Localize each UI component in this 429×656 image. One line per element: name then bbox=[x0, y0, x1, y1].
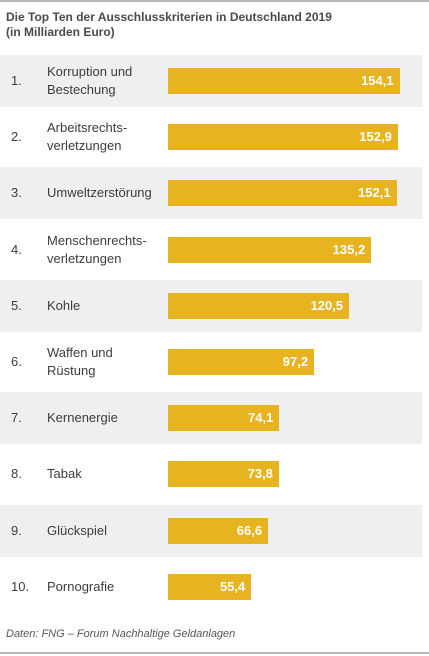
category-label-line: Umweltzerstörung bbox=[47, 185, 152, 201]
category-label-line: Rüstung bbox=[47, 363, 96, 378]
value-label: 74,1 bbox=[248, 410, 274, 426]
rank-label: 4. bbox=[11, 241, 22, 257]
rank-label: 2. bbox=[11, 129, 22, 145]
category-label-line: Glückspiel bbox=[47, 522, 107, 538]
category-label: Kohle bbox=[47, 280, 167, 332]
chart-row: 7. Kernenergie 74,1 bbox=[0, 392, 422, 445]
value-label: 135,2 bbox=[332, 241, 366, 257]
category-label: Arbeitsrechts-verletzungen bbox=[47, 111, 167, 163]
category-label-line: Menschenrechts- bbox=[47, 232, 147, 248]
category-label: Waffen und Rüstung bbox=[47, 336, 167, 388]
category-label-line: Korruption und bbox=[47, 64, 133, 79]
value-label: 73,8 bbox=[247, 466, 273, 482]
bar: 152,9 bbox=[168, 124, 398, 151]
category-label-line: Bestechung bbox=[47, 82, 116, 97]
category-label: Tabak bbox=[47, 448, 167, 500]
bar: 66,6 bbox=[168, 517, 269, 544]
category-label: Korruption und Bestechung bbox=[47, 55, 167, 107]
top-divider bbox=[0, 0, 429, 2]
bar: 97,2 bbox=[168, 349, 315, 375]
value-label: 55,4 bbox=[219, 578, 246, 594]
bottom-divider bbox=[0, 652, 429, 654]
category-label: Kernenergie bbox=[47, 392, 167, 444]
value-label: 97,2 bbox=[282, 354, 309, 369]
bar: 120,5 bbox=[168, 292, 350, 319]
category-label-line: Kernenergie bbox=[47, 410, 118, 426]
chart-row: 5. Kohle 120,5 bbox=[0, 279, 422, 332]
rank-label: 5. bbox=[11, 297, 22, 313]
bar-chart: 1. Korruption und Bestechung 154,1 2. Arbeits… bbox=[0, 55, 429, 616]
rank-label: 8. bbox=[11, 466, 22, 482]
chart-row: 3. Umweltzerstörung 152,1 bbox=[0, 167, 422, 220]
value-label: 152,9 bbox=[359, 129, 392, 145]
chart-subtitle: (in Milliarden Euro) bbox=[6, 25, 115, 39]
category-label-line: Waffen und bbox=[47, 345, 113, 360]
category-label-line: Arbeitsrechts- bbox=[47, 120, 128, 136]
bar: 154,1 bbox=[168, 68, 400, 94]
chart-row: 10. Pornografie 55,4 bbox=[0, 561, 422, 613]
category-label-line: Tabak bbox=[47, 466, 82, 482]
source-note: Daten: FNG – Forum Nachhaltige Geldanlag… bbox=[6, 628, 236, 640]
chart-row: 8. Tabak 73,8 bbox=[0, 448, 422, 500]
rank-label: 9. bbox=[11, 522, 22, 538]
chart-title-block: Die Top Ten der Ausschlusskriterien in D… bbox=[6, 10, 421, 40]
value-label: 66,6 bbox=[236, 522, 263, 538]
value-label: 120,5 bbox=[310, 297, 344, 313]
category-label-line: Kohle bbox=[47, 297, 81, 313]
rank-label: 7. bbox=[11, 410, 22, 426]
rank-label: 10. bbox=[11, 578, 30, 594]
category-label: Menschenrechts-verletzungen bbox=[47, 224, 167, 276]
category-label-line: Pornografie bbox=[47, 578, 115, 594]
bar: 74,1 bbox=[168, 405, 280, 432]
bar: 73,8 bbox=[168, 461, 279, 488]
bar: 135,2 bbox=[168, 236, 372, 263]
chart-row: 9. Glückspiel 66,6 bbox=[0, 504, 422, 557]
category-label: Pornografie bbox=[47, 561, 167, 613]
value-label: 152,1 bbox=[358, 185, 391, 201]
category-label: Umweltzerstörung bbox=[47, 167, 167, 219]
chart-row: 4. Menschenrechts-verletzungen 135,2 bbox=[0, 224, 422, 276]
rank-label: 3. bbox=[11, 185, 22, 201]
category-label-line: verletzungen bbox=[47, 250, 122, 266]
bar: 152,1 bbox=[168, 180, 397, 207]
bar: 55,4 bbox=[168, 573, 252, 600]
category-label-line: verletzungen bbox=[47, 138, 122, 154]
chart-row: 1. Korruption und Bestechung 154,1 bbox=[0, 55, 422, 107]
value-label: 154,1 bbox=[361, 73, 394, 88]
chart-row: 6. Waffen und Rüstung 97,2 bbox=[0, 336, 422, 388]
rank-label: 1. bbox=[11, 73, 22, 88]
chart-title: Die Top Ten der Ausschlusskriterien in D… bbox=[6, 10, 332, 24]
chart-row: 2. Arbeitsrechts-verletzungen 152,9 bbox=[0, 111, 422, 163]
category-label: Glückspiel bbox=[47, 505, 167, 557]
rank-label: 6. bbox=[11, 354, 22, 369]
